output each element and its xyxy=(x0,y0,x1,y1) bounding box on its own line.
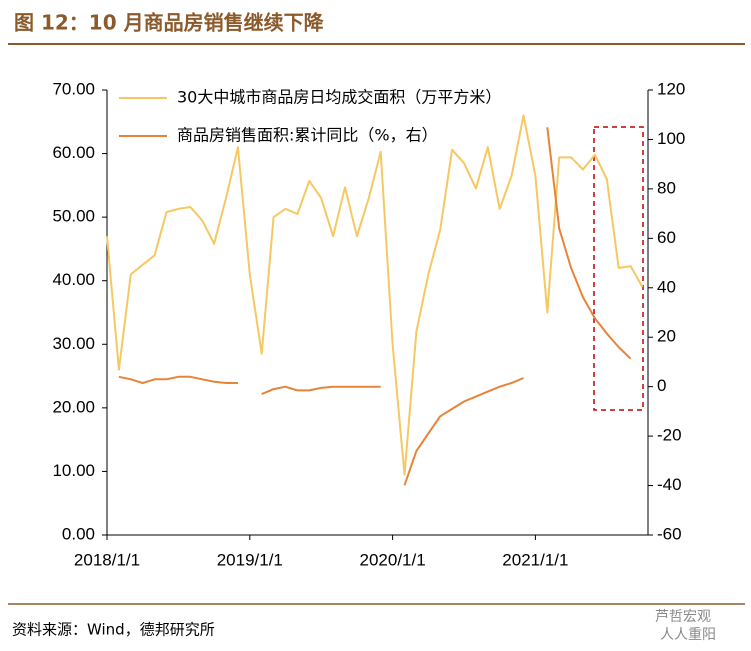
source: 资料来源：Wind，德邦研究所 xyxy=(12,621,215,639)
highlight-box xyxy=(593,126,644,411)
y-tick-label: 50.00 xyxy=(52,207,95,226)
x-tick-label: 2020/1/1 xyxy=(360,550,426,569)
y-tick-label: 30.00 xyxy=(52,334,95,353)
series-line xyxy=(118,127,632,486)
y2-tick-label: 40 xyxy=(657,277,676,296)
legend-label: 30大中城市商品房日均成交面积（万平方米） xyxy=(177,88,501,107)
y2-tick-label: 60 xyxy=(657,228,676,247)
y2-tick-label: -60 xyxy=(657,524,682,543)
x-tick-label: 2019/1/1 xyxy=(217,550,283,569)
y2-tick-label: 80 xyxy=(657,178,676,197)
y-tick-label: 40.00 xyxy=(52,270,95,289)
x-tick-label: 2018/1/1 xyxy=(74,550,140,569)
y2-tick-label: 100 xyxy=(657,129,685,148)
watermark: 芦哲宏观 xyxy=(655,609,711,625)
y2-tick-label: -40 xyxy=(657,475,682,494)
y2-tick-label: -20 xyxy=(657,426,682,445)
x-tick-label: 2021/1/1 xyxy=(502,550,568,569)
y-tick-label: 70.00 xyxy=(52,79,95,98)
chart-title: 图 12：10 月商品房销售继续下降 xyxy=(14,11,325,35)
y2-tick-label: 20 xyxy=(657,327,676,346)
y-tick-label: 60.00 xyxy=(52,143,95,162)
y2-tick-label: 120 xyxy=(657,79,685,98)
watermark: 人人重阳 xyxy=(660,627,716,643)
y2-tick-label: 0 xyxy=(657,376,666,395)
series-line xyxy=(106,114,644,476)
y-tick-label: 0.00 xyxy=(62,524,95,543)
legend-label: 商品房销售面积:累计同比（%，右） xyxy=(177,126,438,145)
y-tick-label: 10.00 xyxy=(52,461,95,480)
y-tick-label: 20.00 xyxy=(52,397,95,416)
